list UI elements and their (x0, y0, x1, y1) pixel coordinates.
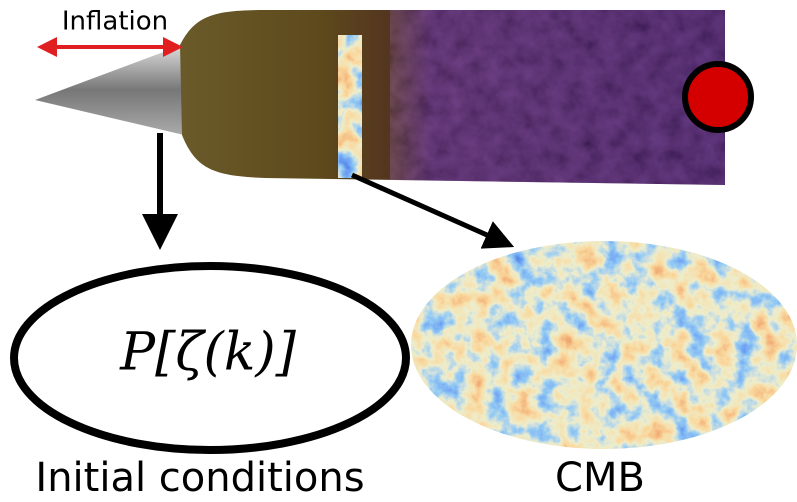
cmb-map (411, 241, 797, 449)
inflation-label: Inflation (62, 7, 168, 37)
formula: P[ζ(k)] (119, 323, 297, 383)
observer (685, 64, 751, 130)
diagram: Inflation P[ζ(k)] Initial conditions CMB (0, 0, 797, 502)
structure-texture (390, 10, 725, 185)
cmb-label: CMB (555, 455, 645, 501)
inflation-cone (35, 45, 184, 135)
cmb-slice (338, 35, 362, 178)
initial-label: Initial conditions (35, 455, 364, 501)
arrow (352, 175, 505, 243)
